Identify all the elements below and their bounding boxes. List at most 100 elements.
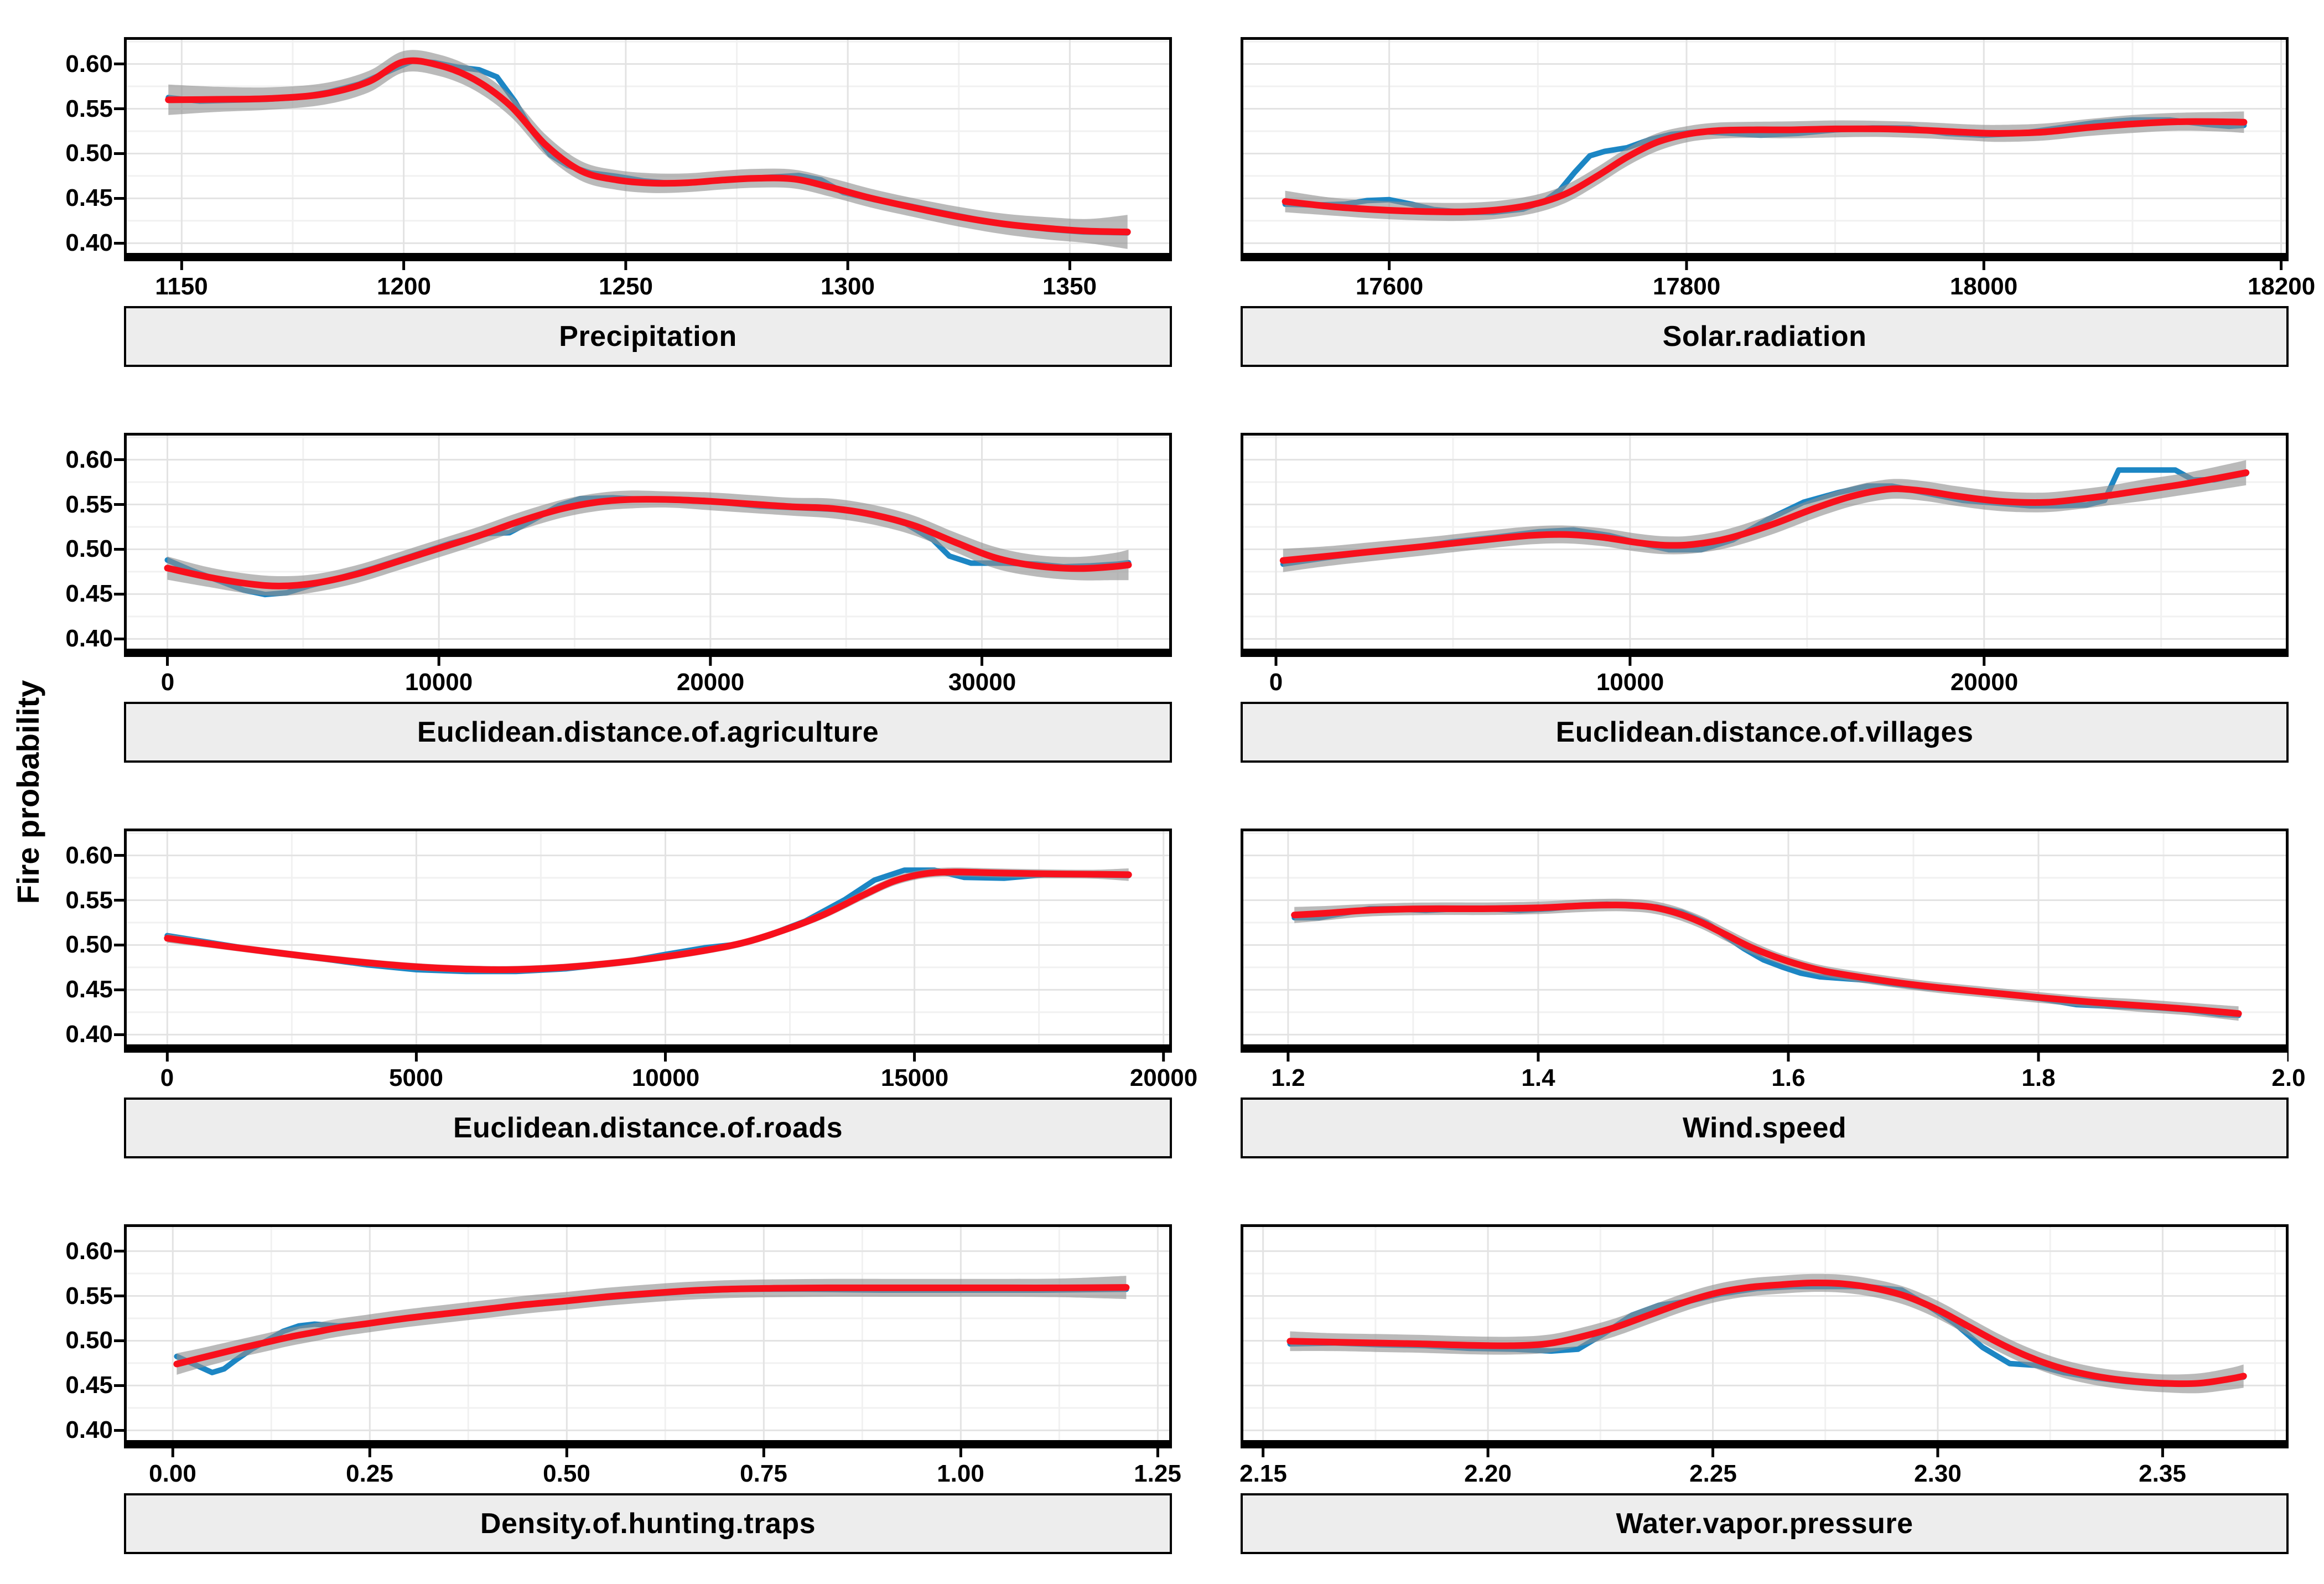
x-tick-label: 17600 bbox=[1355, 273, 1424, 300]
x-tick-label: 10000 bbox=[404, 669, 473, 696]
panel-precipitation: 1150 1200 1250 1300 1350 Precipitation bbox=[124, 37, 1172, 367]
confidence-ribbon bbox=[167, 867, 1129, 974]
x-tick-mark bbox=[709, 657, 712, 666]
x-tick-label: 15000 bbox=[880, 1064, 949, 1091]
x-tick-label: 0 bbox=[1269, 669, 1283, 696]
gridlines-minor bbox=[124, 829, 1172, 1047]
red-smoothed-line bbox=[164, 868, 1132, 974]
x-tick-mark bbox=[565, 1448, 568, 1457]
x-tick-mark bbox=[1486, 1448, 1490, 1457]
gridlines-minor bbox=[1241, 37, 2289, 256]
panel-distance-agriculture: 0 10000 20000 30000 Euclidean.distance.of.a… bbox=[124, 433, 1172, 763]
panel-border bbox=[1241, 433, 2289, 651]
x-tick-mark bbox=[846, 261, 849, 270]
plot-area-solar-radiation bbox=[1241, 37, 2289, 270]
x-tick-label: 1.25 bbox=[1134, 1460, 1181, 1487]
x-tick-mark bbox=[664, 1053, 667, 1062]
x-tick-label: 1150 bbox=[155, 273, 208, 300]
y-tick-label: 0.55 bbox=[65, 887, 113, 914]
y-tick-mark bbox=[114, 548, 124, 551]
confidence-ribbon bbox=[1285, 111, 2244, 221]
x-tick-label: 0.00 bbox=[149, 1460, 196, 1487]
gridlines-minor bbox=[124, 433, 1172, 651]
facet-strip-water-vapor-pressure: Water.vapor.pressure bbox=[1241, 1493, 2289, 1554]
gridlines-major bbox=[1241, 829, 2289, 1047]
x-tick-label: 0.25 bbox=[346, 1460, 393, 1487]
y-tick-mark bbox=[114, 458, 124, 461]
y-tick-label: 0.40 bbox=[65, 229, 113, 256]
y-tick-label: 0.50 bbox=[65, 535, 113, 562]
y-tick-mark bbox=[114, 944, 124, 946]
y-tick-label: 0.60 bbox=[65, 1238, 113, 1265]
x-tick-mark bbox=[1711, 1448, 1715, 1457]
x-axis-line bbox=[1241, 1047, 2289, 1053]
confidence-ribbon bbox=[1294, 898, 2239, 1021]
y-tick-mark bbox=[114, 1429, 124, 1432]
plot-area-distance-agriculture bbox=[124, 433, 1172, 666]
x-tick-mark bbox=[959, 1448, 962, 1457]
y-tick-label: 0.60 bbox=[65, 446, 113, 473]
x-tick-mark bbox=[1936, 1448, 1939, 1457]
x-tick-label: 1350 bbox=[1042, 273, 1097, 300]
x-axis-line bbox=[124, 256, 1172, 261]
y-tick-label: 0.40 bbox=[65, 1416, 113, 1443]
y-tick-mark bbox=[114, 1384, 124, 1387]
x-tick-mark bbox=[2280, 261, 2283, 270]
x-tick-label: 10000 bbox=[631, 1064, 700, 1091]
panel-background bbox=[1241, 1224, 2289, 1443]
y-tick-label: 0.50 bbox=[65, 931, 113, 958]
gridlines-minor bbox=[1241, 1224, 2289, 1443]
x-axis-line bbox=[124, 1443, 1172, 1448]
panel-water-vapor-pressure: 2.15 2.20 2.25 2.30 2.35 Water.vapor.pressur… bbox=[1239, 1224, 2289, 1554]
facet-strip-title: Wind.speed bbox=[1682, 1112, 1847, 1144]
y-tick-label: 0.45 bbox=[65, 580, 113, 607]
x-tick-mark bbox=[2037, 1053, 2040, 1062]
x-tick-mark bbox=[2287, 1053, 2289, 1062]
x-tick-mark bbox=[368, 1448, 371, 1457]
x-tick-mark bbox=[1983, 657, 1986, 666]
x-tick-label: 2.30 bbox=[1914, 1460, 1962, 1487]
x-axis-line bbox=[124, 1047, 1172, 1053]
y-tick-label: 0.55 bbox=[65, 95, 113, 122]
y-tick-mark bbox=[114, 638, 124, 640]
facet-strip-title: Euclidean.distance.of.villages bbox=[1555, 716, 1974, 748]
y-tick-mark bbox=[114, 503, 124, 506]
x-tick-label: 18000 bbox=[1949, 273, 2018, 300]
x-tick-mark bbox=[180, 261, 183, 270]
x-tick-label: 30000 bbox=[948, 669, 1016, 696]
x-tick-mark bbox=[1068, 261, 1071, 270]
red-smoothed-line bbox=[165, 57, 1131, 236]
y-tick-label: 0.50 bbox=[65, 139, 113, 167]
x-tick-mark bbox=[1274, 657, 1278, 666]
y-tick-label: 0.55 bbox=[65, 1282, 113, 1309]
x-tick-mark bbox=[624, 261, 627, 270]
gridlines-minor bbox=[1241, 829, 2289, 1047]
gridlines-major bbox=[124, 37, 1172, 256]
y-tick-mark bbox=[114, 242, 124, 245]
y-tick-label: 0.60 bbox=[65, 50, 113, 77]
x-tick-label: 1.8 bbox=[2021, 1064, 2056, 1091]
x-tick-label: 1.4 bbox=[1521, 1064, 1555, 1091]
panel-border bbox=[1241, 829, 2289, 1047]
facet-strip-title: Solar.radiation bbox=[1662, 320, 1867, 353]
plot-area-precipitation bbox=[124, 37, 1172, 270]
facet-strip-hunting-traps: Density.of.hunting.traps bbox=[124, 1493, 1172, 1554]
x-tick-mark bbox=[913, 1053, 916, 1062]
y-tick-label: 0.60 bbox=[65, 842, 113, 869]
y-tick-label: 0.40 bbox=[65, 1021, 113, 1048]
panel-border bbox=[124, 829, 1172, 1047]
y-tick-mark bbox=[114, 152, 124, 155]
facet-strip-precipitation: Precipitation bbox=[124, 306, 1172, 367]
red-smoothed-line bbox=[173, 1284, 1130, 1368]
facet-strip-distance-roads: Euclidean.distance.of.roads bbox=[124, 1098, 1172, 1158]
gridlines-major bbox=[124, 829, 1172, 1047]
x-tick-label: 20000 bbox=[1950, 669, 2019, 696]
y-tick-mark bbox=[114, 1339, 124, 1342]
x-tick-mark bbox=[437, 657, 440, 666]
y-tick-label: 0.40 bbox=[65, 625, 113, 652]
y-tick-label: 0.45 bbox=[65, 184, 113, 211]
panel-border bbox=[124, 433, 1172, 651]
x-axis-line bbox=[1241, 256, 2289, 261]
x-tick-mark bbox=[1537, 1053, 1540, 1062]
y-tick-label: 0.45 bbox=[65, 1371, 113, 1399]
